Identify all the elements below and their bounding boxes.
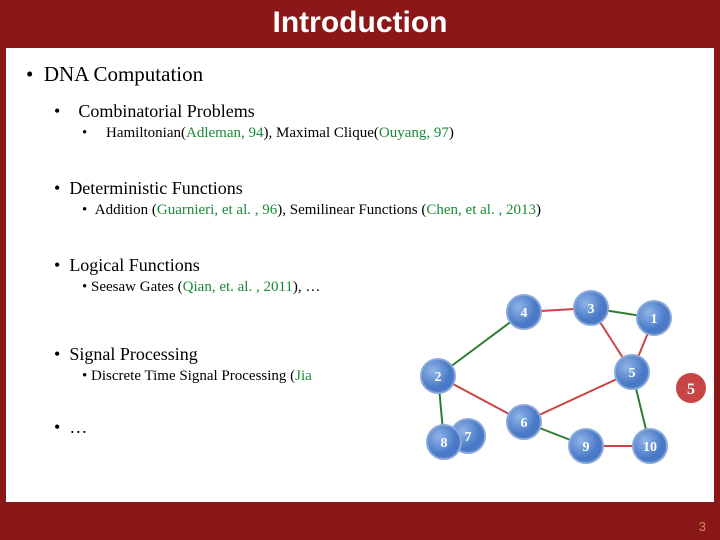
heading-text: DNA Computation (44, 62, 203, 86)
reference: Adleman, 94 (186, 125, 263, 141)
main-heading: • DNA Computation (26, 62, 694, 87)
section-label: Deterministic Functions (69, 178, 242, 198)
network-graph: 1 2 3 4 5 6 7 8 9 10 5 (406, 288, 706, 478)
bullet: • (26, 62, 44, 87)
detail-text: ) (536, 202, 541, 218)
svg-text:3: 3 (588, 302, 595, 317)
bullet: • (54, 417, 69, 438)
reference: Qian, et. al. , 2011 (183, 279, 293, 295)
svg-text:6: 6 (521, 416, 528, 431)
bullet: • (82, 125, 106, 142)
detail-text: ), Semilinear Functions ( (277, 202, 426, 218)
bullet: • (54, 255, 69, 276)
detail-text: ) (449, 125, 454, 141)
page-number: 3 (699, 519, 706, 534)
detail-text: Seesaw Gates ( (91, 279, 183, 295)
svg-text:7: 7 (465, 430, 472, 445)
svg-text:9: 9 (583, 440, 590, 455)
svg-text:4: 4 (521, 306, 528, 321)
svg-text:8: 8 (441, 436, 448, 451)
svg-text:1: 1 (651, 312, 658, 327)
section-0: • Combinatorial Problems (54, 101, 694, 122)
graph-svg: 1 2 3 4 5 6 7 8 9 10 5 (406, 288, 706, 478)
section-1-detail: • Addition (Guarnieri, et al. , 96), Sem… (82, 202, 694, 219)
slide-frame: Introduction • DNA Computation • Combina… (0, 0, 720, 540)
detail-text: ), … (293, 279, 321, 295)
section-label: Logical Functions (69, 255, 199, 275)
slide-title: Introduction (0, 0, 720, 48)
bullet: • (54, 178, 69, 199)
bullet: • (54, 101, 78, 122)
bullet: • (82, 202, 95, 219)
detail-text: Hamiltonian( (106, 125, 186, 141)
section-0-detail: • Hamiltonian(Adleman, 94), Maximal Cliq… (82, 125, 694, 142)
reference: Ouyang, 97 (379, 125, 449, 141)
bullet: • (54, 344, 69, 365)
detail-text: Discrete Time Signal Processing ( (91, 368, 295, 384)
bullet: • (82, 368, 91, 385)
slide-content: • DNA Computation • Combinatorial Proble… (6, 48, 714, 502)
svg-text:10: 10 (643, 440, 657, 455)
reference: Jia (295, 368, 312, 384)
reference: Guarnieri, et al. , 96 (157, 202, 277, 218)
detail-text: ), Maximal Clique( (263, 125, 378, 141)
svg-text:2: 2 (435, 370, 442, 385)
reference: Chen, et al. , 2013 (426, 202, 536, 218)
section-1: • Deterministic Functions (54, 178, 694, 199)
section-label: … (69, 417, 87, 437)
svg-text:5: 5 (687, 381, 695, 398)
detail-text: Addition ( (95, 202, 157, 218)
section-label: Signal Processing (69, 344, 198, 364)
section-2: • Logical Functions (54, 255, 694, 276)
bullet: • (82, 279, 91, 296)
svg-text:5: 5 (629, 366, 636, 381)
section-label: Combinatorial Problems (78, 101, 254, 121)
